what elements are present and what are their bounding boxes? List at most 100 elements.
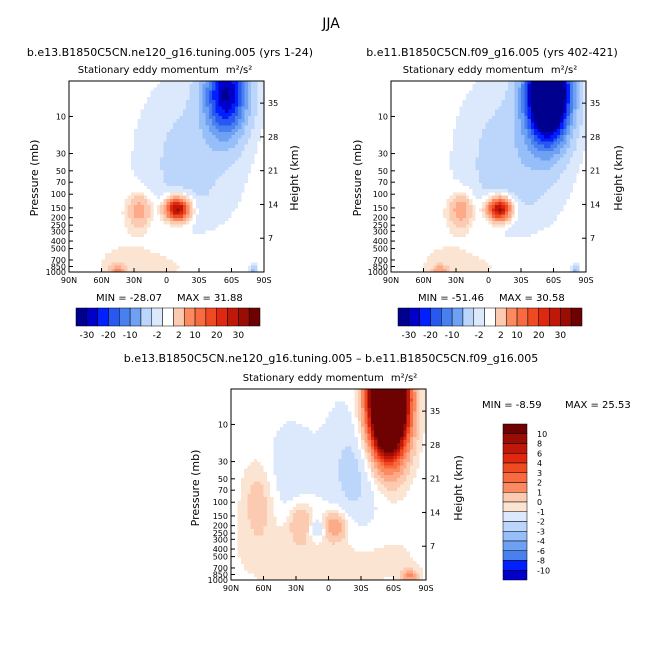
heatmap-cell <box>104 103 109 107</box>
heatmap-cell <box>101 189 106 193</box>
heatmap-cell <box>238 122 242 126</box>
heatmap-cell <box>189 182 193 187</box>
heatmap-cell <box>117 166 122 171</box>
heatmap-cell <box>130 135 135 139</box>
heatmap-cell <box>238 135 242 139</box>
heatmap-cell <box>140 198 145 203</box>
heatmap-cell <box>153 233 158 238</box>
heatmap-cell <box>160 265 164 270</box>
heatmap-cell <box>423 211 428 216</box>
heatmap-cell <box>218 119 223 123</box>
heatmap-cell <box>163 147 167 152</box>
heatmap-cell <box>417 109 421 114</box>
heatmap-cell <box>134 93 138 98</box>
heatmap-cell <box>413 179 418 184</box>
heatmap-cell <box>439 106 444 111</box>
heatmap-cell <box>153 214 158 219</box>
heatmap-cell <box>121 198 125 203</box>
heatmap-cell <box>143 106 148 111</box>
heatmap-cell <box>215 192 219 196</box>
heatmap-cell <box>241 166 245 171</box>
heatmap-cell <box>186 96 190 101</box>
heatmap-cell <box>251 182 255 187</box>
heatmap-cell <box>85 135 89 139</box>
heatmap-cell <box>186 131 190 136</box>
heatmap-cell <box>75 138 80 142</box>
heatmap-cell <box>215 176 219 181</box>
heatmap-cell <box>446 262 450 267</box>
heatmap-cell <box>82 144 86 149</box>
heatmap-cell <box>257 84 262 88</box>
heatmap-cell <box>69 163 73 168</box>
heatmap-cell <box>251 262 255 267</box>
heatmap-cell <box>449 176 454 181</box>
heatmap-cell <box>82 87 86 91</box>
heatmap-cell <box>114 90 119 95</box>
heatmap-cell <box>260 236 265 241</box>
heatmap-cell <box>400 252 405 257</box>
heatmap-cell <box>134 138 138 142</box>
heatmap-cell <box>410 138 415 142</box>
heatmap-cell <box>173 138 177 142</box>
heatmap-cell <box>202 230 206 235</box>
heatmap-cell <box>397 125 402 130</box>
heatmap-cell <box>101 221 106 225</box>
heatmap-cell <box>426 112 431 117</box>
heatmap-cell <box>111 138 115 142</box>
heatmap-cell <box>225 265 229 270</box>
heatmap-cell <box>443 151 447 155</box>
heatmap-cell <box>247 176 252 181</box>
heatmap-cell <box>117 81 122 85</box>
heatmap-cell <box>420 138 424 142</box>
heatmap-cell <box>121 224 125 228</box>
heatmap-cell <box>130 236 135 241</box>
heatmap-cell <box>143 154 148 158</box>
heatmap-cell <box>231 141 236 146</box>
heatmap-cell <box>150 119 154 123</box>
heatmap-cell <box>140 243 145 247</box>
heatmap-cell <box>98 144 102 149</box>
heatmap-cell <box>400 119 405 123</box>
heatmap-cell <box>404 112 408 117</box>
heatmap-cell <box>456 262 460 267</box>
heatmap-cell <box>166 106 171 111</box>
heatmap-cell <box>397 176 402 181</box>
heatmap-cell <box>244 116 249 120</box>
heatmap-cell <box>176 163 180 168</box>
heatmap-cell <box>163 249 167 254</box>
heatmap-cell <box>192 176 197 181</box>
heatmap-cell <box>88 221 93 225</box>
heatmap-cell <box>104 179 109 184</box>
heatmap-cell <box>173 154 177 158</box>
heatmap-cell <box>173 147 177 152</box>
heatmap-cell <box>254 198 258 203</box>
heatmap-cell <box>394 84 398 88</box>
heatmap-cell <box>452 240 457 244</box>
heatmap-cell <box>114 96 119 101</box>
heatmap-cell <box>251 157 255 161</box>
heatmap-cell <box>143 138 148 142</box>
heatmap-cell <box>127 205 132 209</box>
heatmap-cell <box>247 109 252 114</box>
heatmap-cell <box>192 160 197 165</box>
heatmap-cell <box>247 157 252 161</box>
heatmap-cell <box>225 214 229 219</box>
heatmap-cell <box>423 179 428 184</box>
heatmap-cell <box>205 119 210 123</box>
heatmap-cell <box>417 138 421 142</box>
heatmap-cell <box>202 128 206 133</box>
heatmap-cell <box>218 249 223 254</box>
heatmap-cell <box>231 259 236 263</box>
heatmap-cell <box>436 259 441 263</box>
heatmap-cell <box>195 179 200 184</box>
heatmap-cell <box>140 214 145 219</box>
heatmap-cell <box>179 128 184 133</box>
heatmap-cell <box>205 116 210 120</box>
heatmap-cell <box>111 81 115 85</box>
heatmap-cell <box>241 84 245 88</box>
heatmap-cell <box>205 96 210 101</box>
heatmap-cell <box>189 81 193 85</box>
heatmap-cell <box>228 106 232 111</box>
heatmap-cell <box>189 243 193 247</box>
heatmap-cell <box>417 87 421 91</box>
